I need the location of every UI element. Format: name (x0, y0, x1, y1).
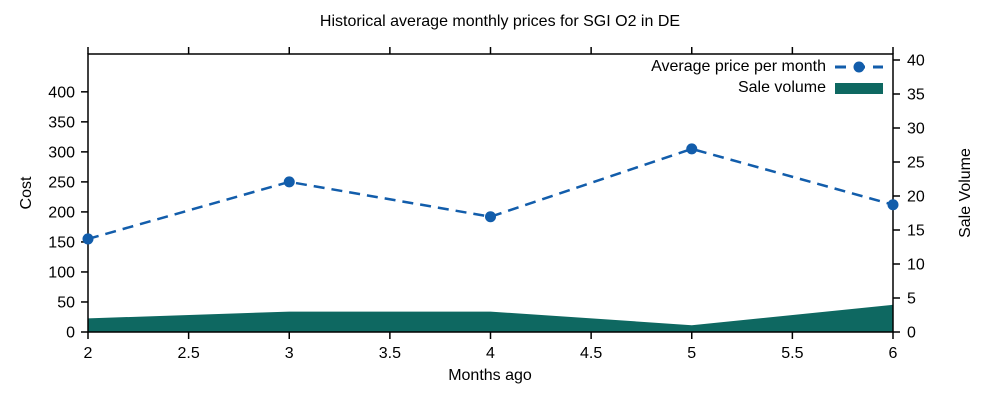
y-tick-label: 400 (48, 84, 75, 101)
legend-item-average-price: Average price per month (651, 58, 883, 76)
x-tick-label: 3.5 (379, 345, 401, 362)
x-tick-label: 4 (486, 345, 495, 362)
y-tick-label: 100 (48, 264, 75, 281)
x-tick-label: 3 (285, 345, 294, 362)
x-tick-label: 5.5 (781, 345, 803, 362)
y2-axis-label: Sale Volume (957, 148, 974, 238)
x-tick-label: 2.5 (178, 345, 200, 362)
average-price-point (887, 199, 899, 211)
x-tick-label: 2 (84, 345, 93, 362)
y-tick-label: 150 (48, 234, 75, 251)
x-tick-label: 4.5 (580, 345, 602, 362)
legend-label-sale-volume: Sale volume (737, 79, 826, 96)
chart-title: Historical average monthly prices for SG… (319, 13, 681, 30)
y-tick-label: 350 (48, 114, 75, 131)
average-price-point (283, 176, 295, 188)
y-tick-label: 0 (66, 325, 75, 342)
y-tick-label: 300 (48, 144, 75, 161)
legend-dashed-line-marker-icon (835, 61, 883, 73)
x-tick-label: 5 (687, 345, 696, 362)
legend: Average price per month Sale volume (651, 58, 883, 97)
legend-area-swatch-icon (835, 83, 883, 94)
legend-label-average-price: Average price per month (651, 58, 826, 75)
y-axis-label: Cost (18, 176, 35, 210)
average-price-line (87, 147, 894, 241)
average-price-point (82, 233, 94, 245)
y2-tick-label: 40 (907, 53, 925, 70)
x-axis-label: Months ago (448, 367, 532, 384)
y2-tick-label: 30 (907, 121, 925, 138)
y-tick-label: 50 (57, 294, 75, 311)
y2-tick-label: 25 (907, 155, 925, 172)
average-price-point (686, 143, 698, 155)
y2-tick-label: 0 (907, 325, 916, 342)
sale-volume-area (88, 304, 893, 332)
y2-tick-label: 5 (907, 291, 916, 308)
y-tick-label: 250 (48, 174, 75, 191)
average-price-point (485, 211, 496, 223)
y-tick-label: 200 (48, 204, 75, 221)
legend-item-sale-volume: Sale volume (738, 79, 883, 97)
y2-tick-label: 20 (907, 189, 925, 206)
y2-tick-label: 10 (907, 257, 925, 274)
y2-tick-label: 35 (907, 87, 925, 104)
y2-tick-label: 15 (907, 223, 925, 240)
x-tick-label: 6 (889, 345, 898, 362)
